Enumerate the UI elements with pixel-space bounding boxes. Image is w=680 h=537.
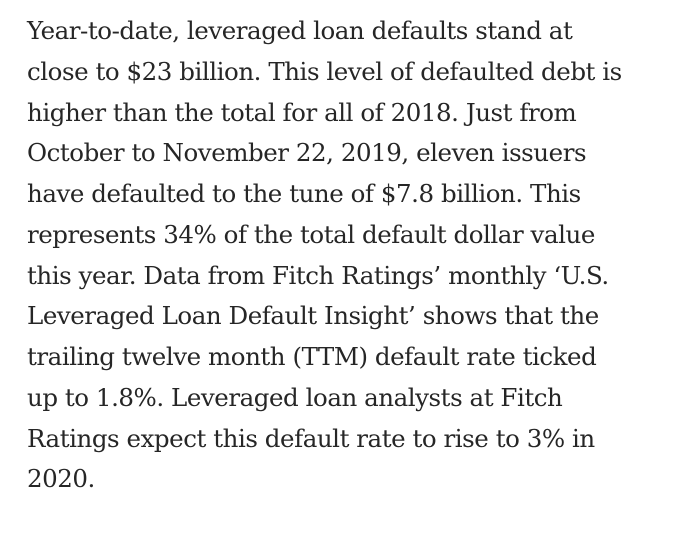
paragraph-line: Ratings expect this default rate to rise… <box>27 423 595 453</box>
paragraph-line: represents 34% of the total default doll… <box>27 219 595 249</box>
paragraph-line: 2020. <box>27 464 95 494</box>
paragraph-line: Leveraged Loan Default Insight’ shows th… <box>27 301 599 331</box>
paragraph-line: Year-to-date, leveraged loan defaults st… <box>27 16 573 45</box>
paragraph-line: close to $23 billion. This level of defa… <box>27 56 622 86</box>
paragraph-line: this year. Data from Fitch Ratings’ mont… <box>27 260 609 290</box>
paragraph-line: trailing twelve month (TTM) default rate… <box>27 342 597 371</box>
paragraph-line: up to 1.8%. Leveraged loan analysts at F… <box>27 382 563 412</box>
article-paragraph: Year-to-date, leveraged loan defaults st… <box>27 0 667 500</box>
paragraph-line: October to November 22, 2019, eleven iss… <box>27 138 587 168</box>
paragraph-line: have defaulted to the tune of $7.8 billi… <box>27 179 581 208</box>
paragraph-line: higher than the total for all of 2018. J… <box>27 97 577 127</box>
